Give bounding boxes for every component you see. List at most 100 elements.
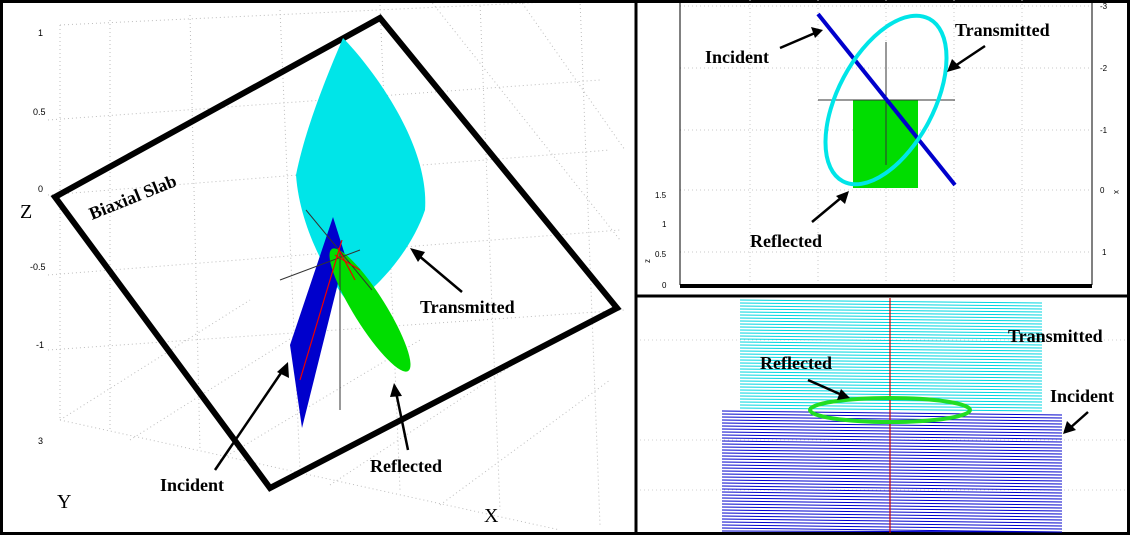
incident-line [721,494,1063,500]
incident-line [721,446,1063,452]
reflected-label-top: Reflected [750,231,822,251]
incident-line [721,410,1063,416]
z-tick-1: 1 [38,28,43,38]
reflected-beam-bottom [808,396,972,424]
incident-line [721,467,1063,473]
incident-line [721,455,1063,461]
reflected-label-bottom: Reflected [760,353,832,373]
incident-line [721,452,1063,458]
transmitted-line [739,386,1043,391]
transmitted-line [739,332,1043,337]
z-axis-label: Z [20,201,32,223]
incident-arrow-bottom [1063,411,1089,434]
transmitted-arrow [410,248,463,293]
incident-line [721,413,1063,419]
transmitted-line [739,371,1043,376]
incident-line [721,500,1063,506]
transmitted-line [739,311,1043,316]
z-tick-neg0.5: -0.5 [30,262,46,272]
reflected-beam [329,248,411,372]
incident-line [721,482,1063,488]
transmitted-line [739,320,1043,325]
incident-label: Incident [160,475,224,495]
reflected-arrow [390,383,410,451]
left-tick-0.5: 0.5 [655,250,667,259]
transmitted-line [739,407,1043,412]
incident-line [721,485,1063,491]
transmitted-line [739,383,1043,388]
incident-line [721,527,1063,533]
transmitted-line [739,323,1043,328]
incident-line [721,428,1063,434]
left-tick-1.5: 1.5 [655,191,667,200]
y-axis-label: Y [57,491,71,513]
incident-lines [721,410,1063,533]
reflected-arrow-top [811,191,849,223]
transmitted-line [739,404,1043,409]
z-tick-0: 0 [38,184,43,194]
right-tick-neg1: -1 [1100,126,1108,135]
incident-line [721,497,1063,503]
reflected-label: Reflected [370,456,442,476]
incident-line [721,524,1063,530]
transmitted-line [739,314,1043,319]
incident-line [721,416,1063,422]
incident-line [721,509,1063,515]
incident-line [721,431,1063,437]
transmitted-line [739,356,1043,361]
z-tick-neg1: -1 [36,340,44,350]
transmitted-line [739,317,1043,322]
incident-line [721,422,1063,428]
biaxial-slab-frame [50,14,622,492]
transmitted-line [739,362,1043,367]
transmitted-line [739,365,1043,370]
transmitted-line [739,308,1043,313]
incident-line [721,440,1063,446]
transmitted-line [739,338,1043,343]
incident-line [721,515,1063,521]
incident-beam-top [816,12,957,187]
incident-line [721,476,1063,482]
incident-line [721,512,1063,518]
incident-line [721,521,1063,527]
bottom-right-panel: Transmitted Reflected Incident [640,298,1128,533]
transmitted-label-bottom: Transmitted [1008,326,1103,346]
right-tick-0: 0 [1100,186,1105,195]
biaxial-slab-label: Biaxial Slab [86,171,179,224]
z-tick-0.5: 0.5 [33,107,46,117]
top-right-grid [680,0,1092,285]
x-axis-label: X [484,505,499,527]
incident-line [721,503,1063,509]
right-tick-neg2: -2 [1100,64,1108,73]
transmitted-line [739,344,1043,349]
transmitted-line [739,353,1043,358]
transmitted-label-top: Transmitted [955,20,1050,40]
incident-arrow-top [779,27,823,50]
left-tick-0: 0 [662,281,667,290]
transmitted-line [739,359,1043,364]
reflected-arrow-bottom [807,378,850,400]
transmitted-line [739,341,1043,346]
transmitted-line [739,305,1043,310]
incident-line [721,464,1063,470]
transmitted-line [739,329,1043,334]
incident-label-bottom: Incident [1050,386,1114,406]
y-tick-3: 3 [38,436,43,446]
incident-arrow [213,362,289,471]
incident-line [721,518,1063,524]
incident-line [721,506,1063,512]
incident-line [721,470,1063,476]
right-tick-1: 1 [1102,248,1107,257]
left-tick-1: 1 [662,220,667,229]
transmitted-line [739,299,1043,304]
right-axis-label: x [1112,190,1121,194]
transmitted-line [739,347,1043,352]
incident-line [721,449,1063,455]
right-tick-neg3: -3 [1100,2,1108,11]
incident-line [721,461,1063,467]
transmitted-line [739,326,1043,331]
transmitted-line [739,398,1043,403]
incident-line [721,479,1063,485]
